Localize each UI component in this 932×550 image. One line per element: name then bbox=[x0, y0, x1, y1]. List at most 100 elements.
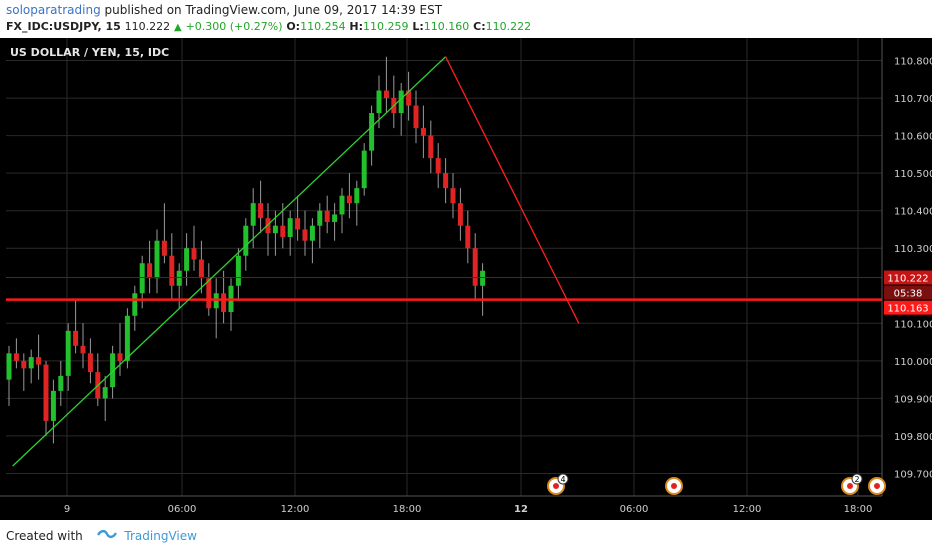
candle-body bbox=[206, 278, 212, 309]
last-price-tag-text: 110.222 bbox=[887, 274, 928, 285]
price-tick-label: 110.400 bbox=[894, 207, 932, 218]
candle-body bbox=[435, 158, 441, 174]
economic-event-icon-badge bbox=[557, 473, 569, 485]
price-tick-label: 110.700 bbox=[894, 94, 932, 105]
candle-body bbox=[161, 240, 167, 256]
candle-body bbox=[361, 150, 367, 189]
created-with: Created with TradingView bbox=[6, 529, 197, 544]
economic-event-icon-count: 4 bbox=[560, 475, 565, 484]
time-tick-label: 18:00 bbox=[844, 504, 873, 515]
tradingview-link[interactable]: TradingView bbox=[124, 529, 197, 543]
candle-body bbox=[21, 360, 27, 369]
hline-price-tag-text: 110.163 bbox=[887, 304, 928, 315]
countdown-tag: 05:38 bbox=[884, 285, 932, 300]
time-axis-bg bbox=[0, 496, 932, 520]
price-axis[interactable]: 110.800 110.700 110.600 110.500 110.400 110.3… bbox=[881, 38, 932, 520]
time-axis[interactable]: 9 06:00 12:00 18:00 12 06:00 12:00 18:00 bbox=[0, 495, 932, 520]
hline-price-tag: 110.163 bbox=[884, 300, 932, 315]
time-tick-label: 9 bbox=[64, 504, 70, 515]
candle-body bbox=[139, 263, 145, 294]
candlestick-chart[interactable]: 110.800 110.700 110.600 110.500 110.400 110.3… bbox=[0, 38, 932, 520]
candle-body bbox=[117, 353, 123, 361]
candle-body bbox=[354, 188, 360, 204]
price-tick-label: 110.100 bbox=[894, 319, 932, 330]
candle-body bbox=[309, 225, 315, 241]
price-change: +0.300 (+0.27%) bbox=[185, 20, 283, 33]
candle-body bbox=[50, 390, 56, 421]
open-value: 110.254 bbox=[300, 20, 346, 33]
price-tick-label: 109.700 bbox=[894, 469, 932, 480]
up-arrow-icon: ▲ bbox=[173, 22, 182, 33]
candle-body bbox=[317, 210, 323, 226]
candle-body bbox=[420, 128, 426, 136]
candle-body bbox=[324, 210, 330, 222]
chart-area[interactable]: 110.800 110.700 110.600 110.500 110.400 110.3… bbox=[0, 38, 932, 520]
us-flag-event-icon[interactable] bbox=[868, 477, 886, 495]
candle-body bbox=[383, 90, 389, 99]
time-tick-label: 12:00 bbox=[733, 504, 762, 515]
candle-body bbox=[58, 375, 64, 391]
footer: Created with TradingView bbox=[0, 520, 932, 550]
candle-body bbox=[154, 240, 160, 279]
chart-title: US DOLLAR / YEN, 15, IDC bbox=[10, 46, 170, 59]
candle-body bbox=[250, 203, 256, 226]
candle-body bbox=[450, 188, 456, 204]
candle-body bbox=[369, 113, 375, 151]
candle-body bbox=[235, 255, 241, 286]
time-tick-label: 06:00 bbox=[168, 504, 197, 515]
green-trendline bbox=[12, 56, 447, 467]
hline-price-tag-bg bbox=[884, 300, 932, 315]
economic-event-icon[interactable]: 4 bbox=[547, 473, 569, 495]
candle-body bbox=[13, 353, 19, 361]
candle-body bbox=[376, 90, 382, 114]
price-tick-label: 110.500 bbox=[894, 169, 932, 180]
candles bbox=[6, 56, 882, 444]
candle-body bbox=[302, 229, 308, 241]
publication-line: soloparatrading published on TradingView… bbox=[6, 3, 442, 17]
time-tick-label: 12 bbox=[514, 504, 528, 515]
low-label: L: bbox=[412, 20, 424, 33]
candle-body bbox=[80, 345, 86, 354]
candle-body bbox=[332, 214, 338, 222]
candle-body bbox=[346, 195, 352, 204]
economic-event-icon[interactable] bbox=[665, 477, 683, 495]
published-text: published on TradingView.com, June 09, 2… bbox=[100, 3, 443, 17]
candle-body bbox=[184, 248, 190, 271]
candle-body bbox=[339, 195, 345, 215]
economic-event-icon-dot bbox=[553, 483, 559, 489]
candle-body bbox=[472, 248, 478, 286]
candle-body bbox=[272, 225, 278, 234]
candle-body bbox=[169, 255, 175, 286]
candle-body bbox=[457, 203, 463, 226]
quote-line: FX_IDC:USDJPY, 15 110.222 ▲ +0.300 (+0.2… bbox=[6, 20, 531, 33]
candle-body bbox=[65, 330, 71, 376]
candle-body bbox=[73, 330, 79, 346]
price-tick-label: 110.000 bbox=[894, 357, 932, 368]
candle-body bbox=[132, 293, 138, 316]
candle-body bbox=[191, 248, 197, 260]
candle-body bbox=[87, 353, 93, 373]
grid-lines bbox=[6, 38, 882, 496]
countdown-tag-text: 05:38 bbox=[894, 289, 923, 300]
tradingview-logo-icon[interactable] bbox=[96, 529, 117, 544]
low-value: 110.160 bbox=[423, 20, 470, 33]
trend-drawings[interactable] bbox=[12, 56, 580, 467]
candle-body bbox=[110, 353, 116, 388]
candle-body bbox=[198, 259, 204, 279]
candle-body bbox=[176, 270, 182, 286]
candle-body bbox=[243, 225, 249, 256]
price-tick-label: 110.300 bbox=[894, 244, 932, 255]
time-tick-label: 12:00 bbox=[281, 504, 310, 515]
us-flag-event-icon[interactable]: 2 bbox=[841, 473, 863, 495]
time-tick-label: 06:00 bbox=[620, 504, 649, 515]
economic-event-icon-dot bbox=[671, 483, 677, 489]
last-price-tag: 110.222 bbox=[884, 270, 932, 285]
price-tick-label: 110.600 bbox=[894, 132, 932, 143]
author-link[interactable]: soloparatrading bbox=[6, 3, 101, 17]
close-label: C: bbox=[473, 20, 486, 33]
last-price-tag-bg bbox=[884, 270, 932, 285]
countdown-tag-bg bbox=[884, 285, 932, 300]
candle-body bbox=[124, 315, 130, 361]
us-flag-event-icon-dot bbox=[874, 483, 880, 489]
